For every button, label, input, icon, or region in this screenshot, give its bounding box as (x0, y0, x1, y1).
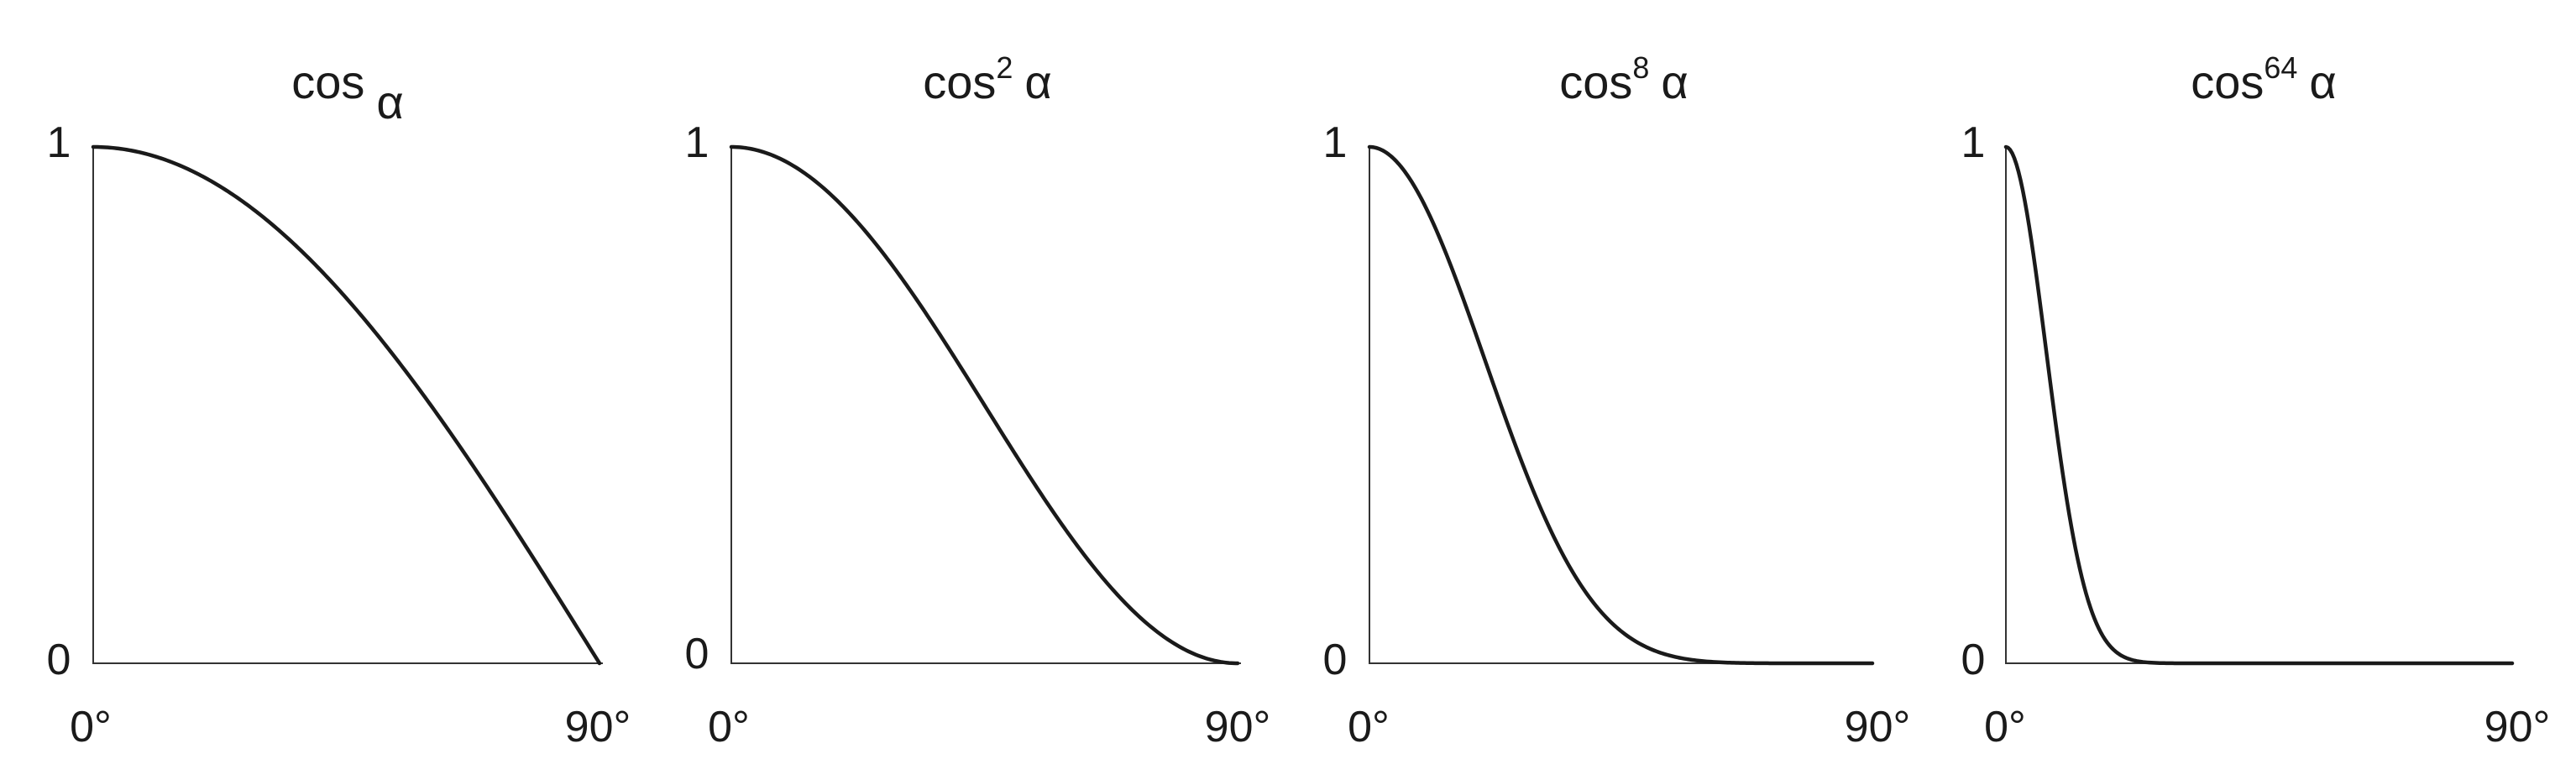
panel-2-title-symbol: α (1024, 55, 1051, 108)
panel-4-title-symbol: α (2309, 55, 2336, 108)
panel-3-y-tick-1: 1 (1323, 118, 1348, 167)
panel-1-curve (91, 144, 602, 666)
panel-4-x-tick-0: 0° (1984, 703, 2026, 751)
panel-1: cos α 1 0 0° 90° (47, 55, 631, 751)
panel-3-y-tick-0: 0 (1323, 636, 1348, 684)
panel-3-axes (1369, 147, 1872, 664)
panel-2-title-exponent: 2 (996, 50, 1013, 85)
panel-3-title: cos8 α (1559, 50, 1689, 108)
panel-1-y-tick-0: 0 (47, 636, 71, 684)
panel-2-y-tick-1: 1 (685, 118, 709, 167)
panel-4-axes (2005, 147, 2512, 664)
panel-1-title-symbol: α (376, 76, 403, 128)
panel-3: cos8 α 1 0 0° 90° (1323, 50, 1911, 751)
panel-1-title-base: cos (291, 55, 364, 108)
panel-2-x-tick-0: 0° (708, 703, 750, 751)
panel-2-axes (730, 147, 1241, 664)
panel-1-axes (92, 147, 603, 664)
panel-1-title: cos α (291, 55, 404, 128)
panel-2-title: cos2 α (923, 50, 1052, 108)
panel-3-curve (1367, 144, 1875, 666)
panel-2-y-tick-0: 0 (685, 630, 709, 678)
panel-4-x-tick-90: 90° (2484, 703, 2551, 751)
panel-2-title-base: cos (923, 55, 996, 108)
panel-3-x-tick-0: 0° (1348, 703, 1390, 751)
panel-4-title-base: cos (2191, 55, 2264, 108)
panel-2-x-tick-90: 90° (1205, 703, 1271, 751)
panel-1-x-tick-0: 0° (70, 703, 112, 751)
panel-4: cos64 α 1 0 0° 90° (1961, 50, 2551, 751)
panel-3-title-exponent: 8 (1632, 50, 1649, 85)
panel-3-title-symbol: α (1661, 55, 1688, 108)
panel-1-y-tick-1: 1 (47, 118, 71, 167)
panel-4-y-tick-1: 1 (1961, 118, 1986, 167)
panel-4-curve (2003, 144, 2515, 666)
panel-4-title: cos64 α (2191, 50, 2337, 108)
panel-4-title-exponent: 64 (2264, 50, 2297, 85)
panel-2-curve (729, 144, 1240, 666)
panel-3-title-base: cos (1559, 55, 1632, 108)
panel-4-y-tick-0: 0 (1961, 636, 1986, 684)
panel-2: cos2 α 1 0 0° 90° (685, 50, 1271, 751)
panel-3-x-tick-90: 90° (1845, 703, 1911, 751)
panel-1-x-tick-90: 90° (565, 703, 631, 751)
